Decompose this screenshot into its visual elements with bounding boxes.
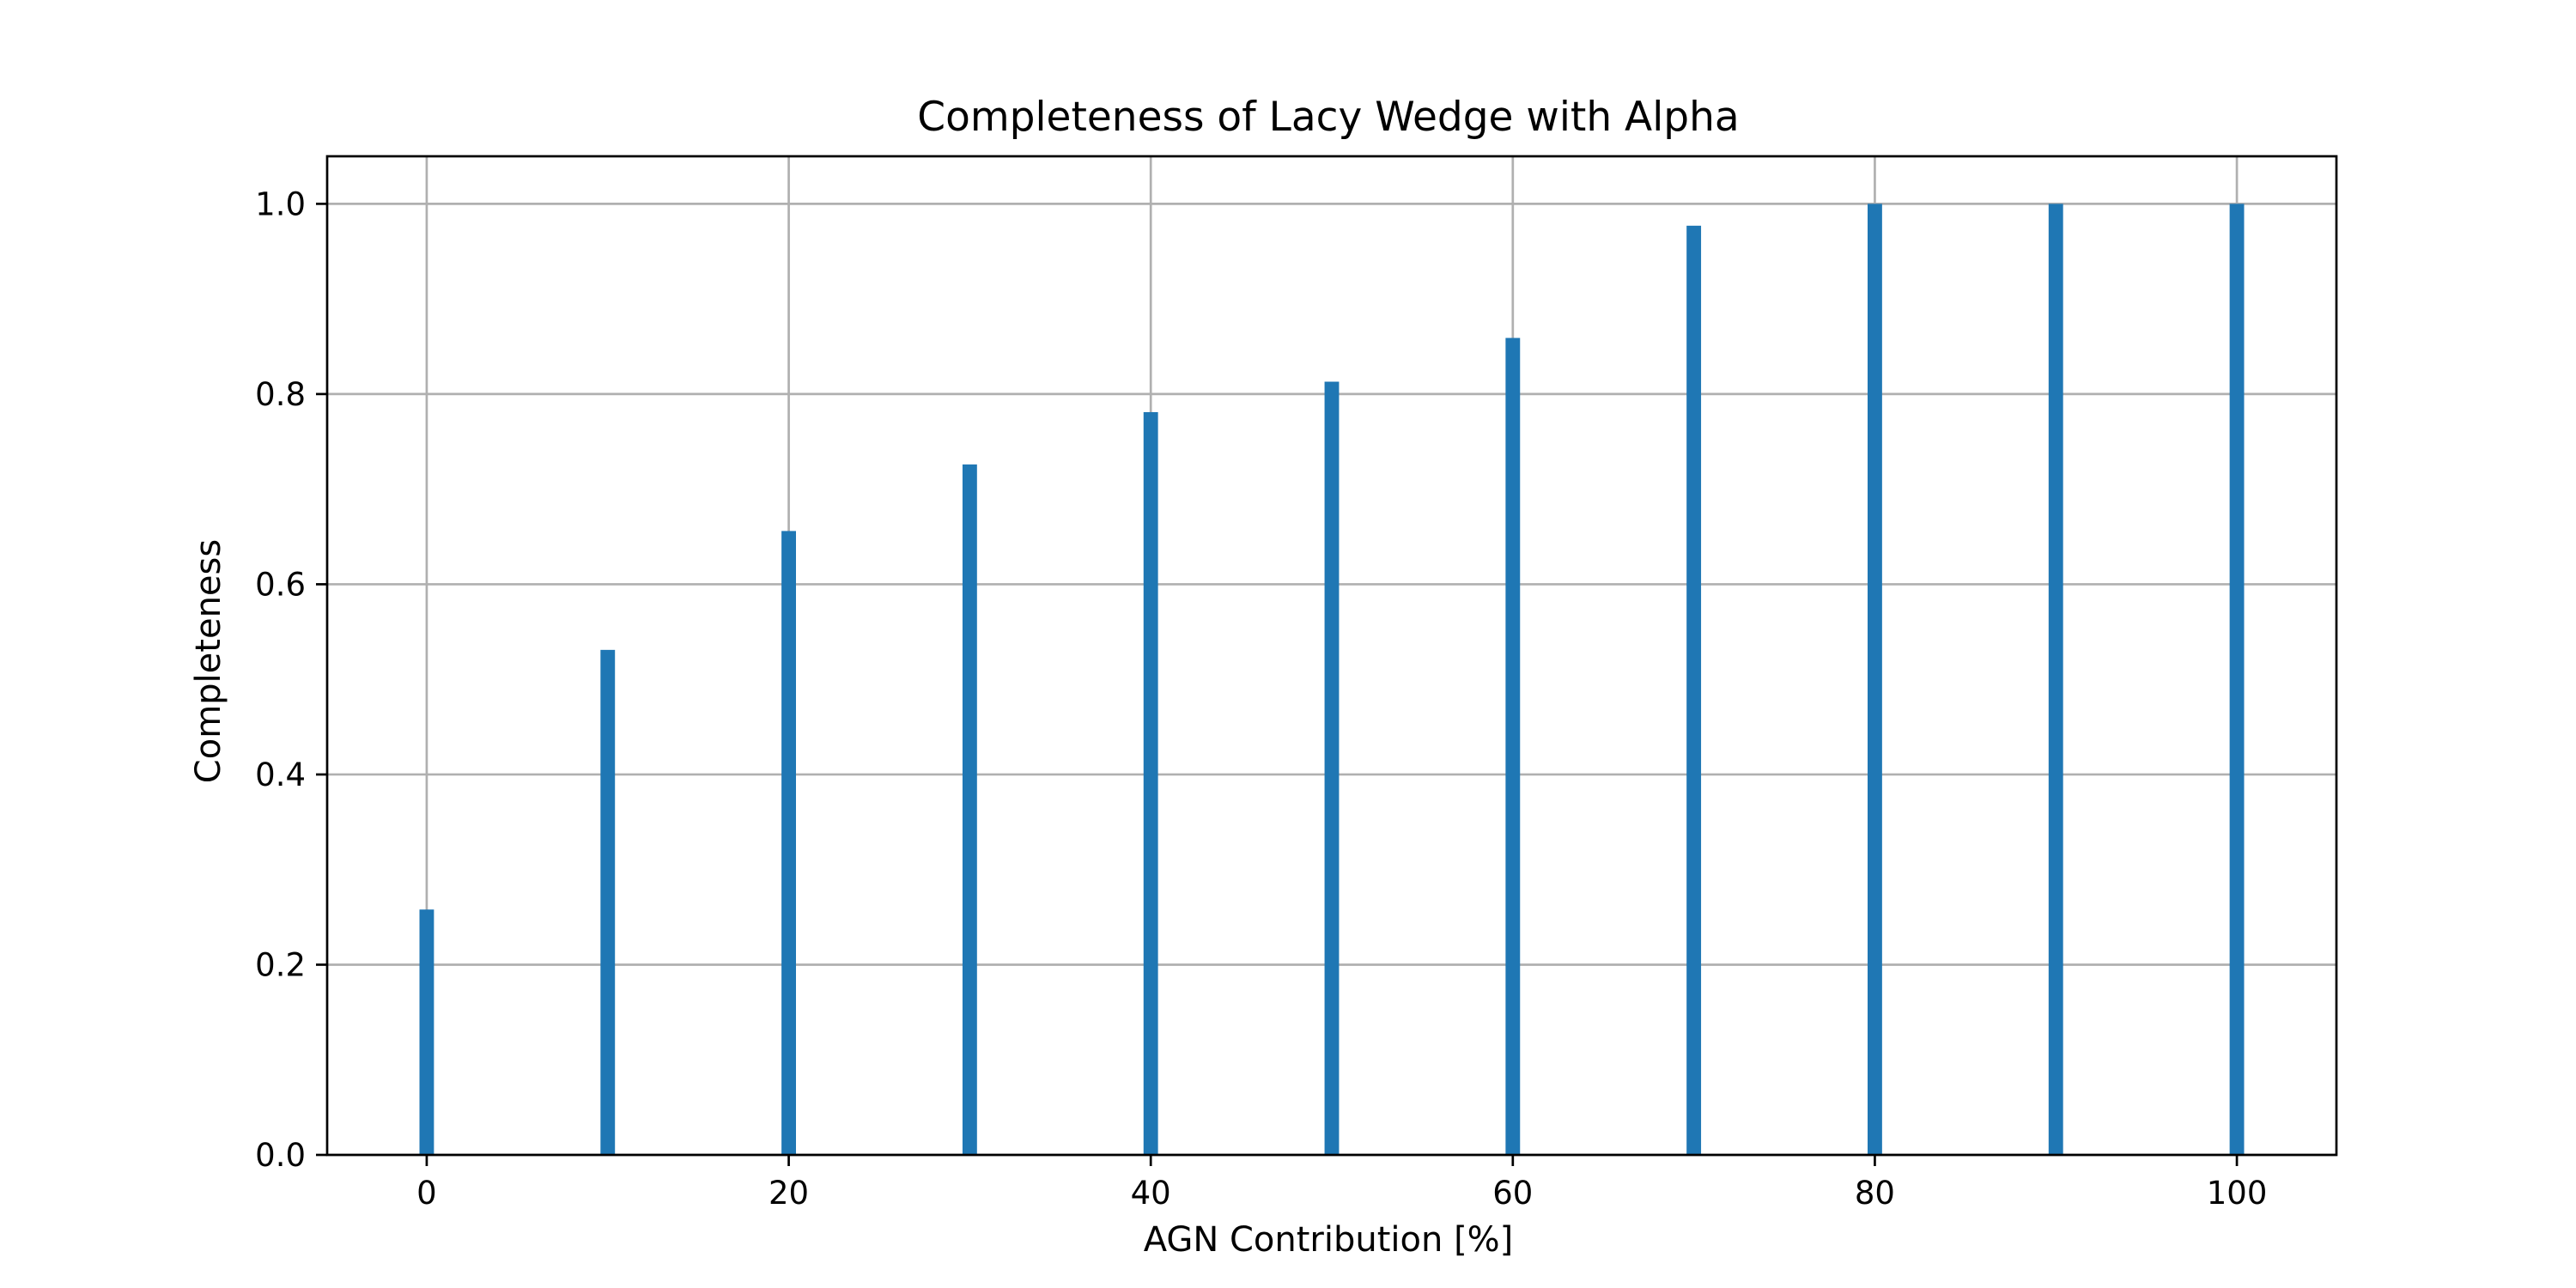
y-tick-label: 0.6: [255, 566, 306, 603]
bar-0: [419, 909, 434, 1155]
plot-frame: [325, 155, 2338, 1157]
x-tick-label: 40: [1131, 1175, 1171, 1212]
bar-80: [1868, 204, 1882, 1155]
x-tick-label: 0: [416, 1175, 437, 1212]
x-tick-label: 20: [769, 1175, 809, 1212]
y-tick-label: 0.8: [255, 376, 306, 413]
x-tick-label: 100: [2207, 1175, 2268, 1212]
x-tick-label: 60: [1492, 1175, 1533, 1212]
bar-50: [1324, 381, 1340, 1155]
x-axis-label: AGN Contribution [%]: [1144, 1220, 1514, 1260]
bar-10: [600, 649, 616, 1155]
bar-30: [962, 464, 977, 1155]
bar-20: [781, 531, 796, 1155]
bar-100: [2229, 204, 2245, 1155]
x-tick-label: 80: [1855, 1175, 1895, 1212]
bar-40: [1143, 411, 1158, 1155]
y-tick-label: 1.0: [255, 185, 306, 222]
y-tick-label: 0.0: [255, 1137, 306, 1174]
chart-title: Completeness of Lacy Wedge with Alpha: [917, 94, 1739, 141]
bars: [419, 204, 2245, 1155]
x-axis-ticks: 0 20 40 60 80 100: [416, 1155, 2267, 1212]
y-axis-label: Completeness: [189, 539, 228, 783]
y-axis-ticks: 0.0 0.2 0.4 0.6 0.8 1.0: [255, 185, 327, 1174]
bar-60: [1505, 337, 1521, 1155]
bar-70: [1686, 225, 1702, 1155]
y-tick-label: 0.4: [255, 756, 306, 793]
y-tick-label: 0.2: [255, 946, 306, 983]
bar-90: [2048, 204, 2063, 1155]
